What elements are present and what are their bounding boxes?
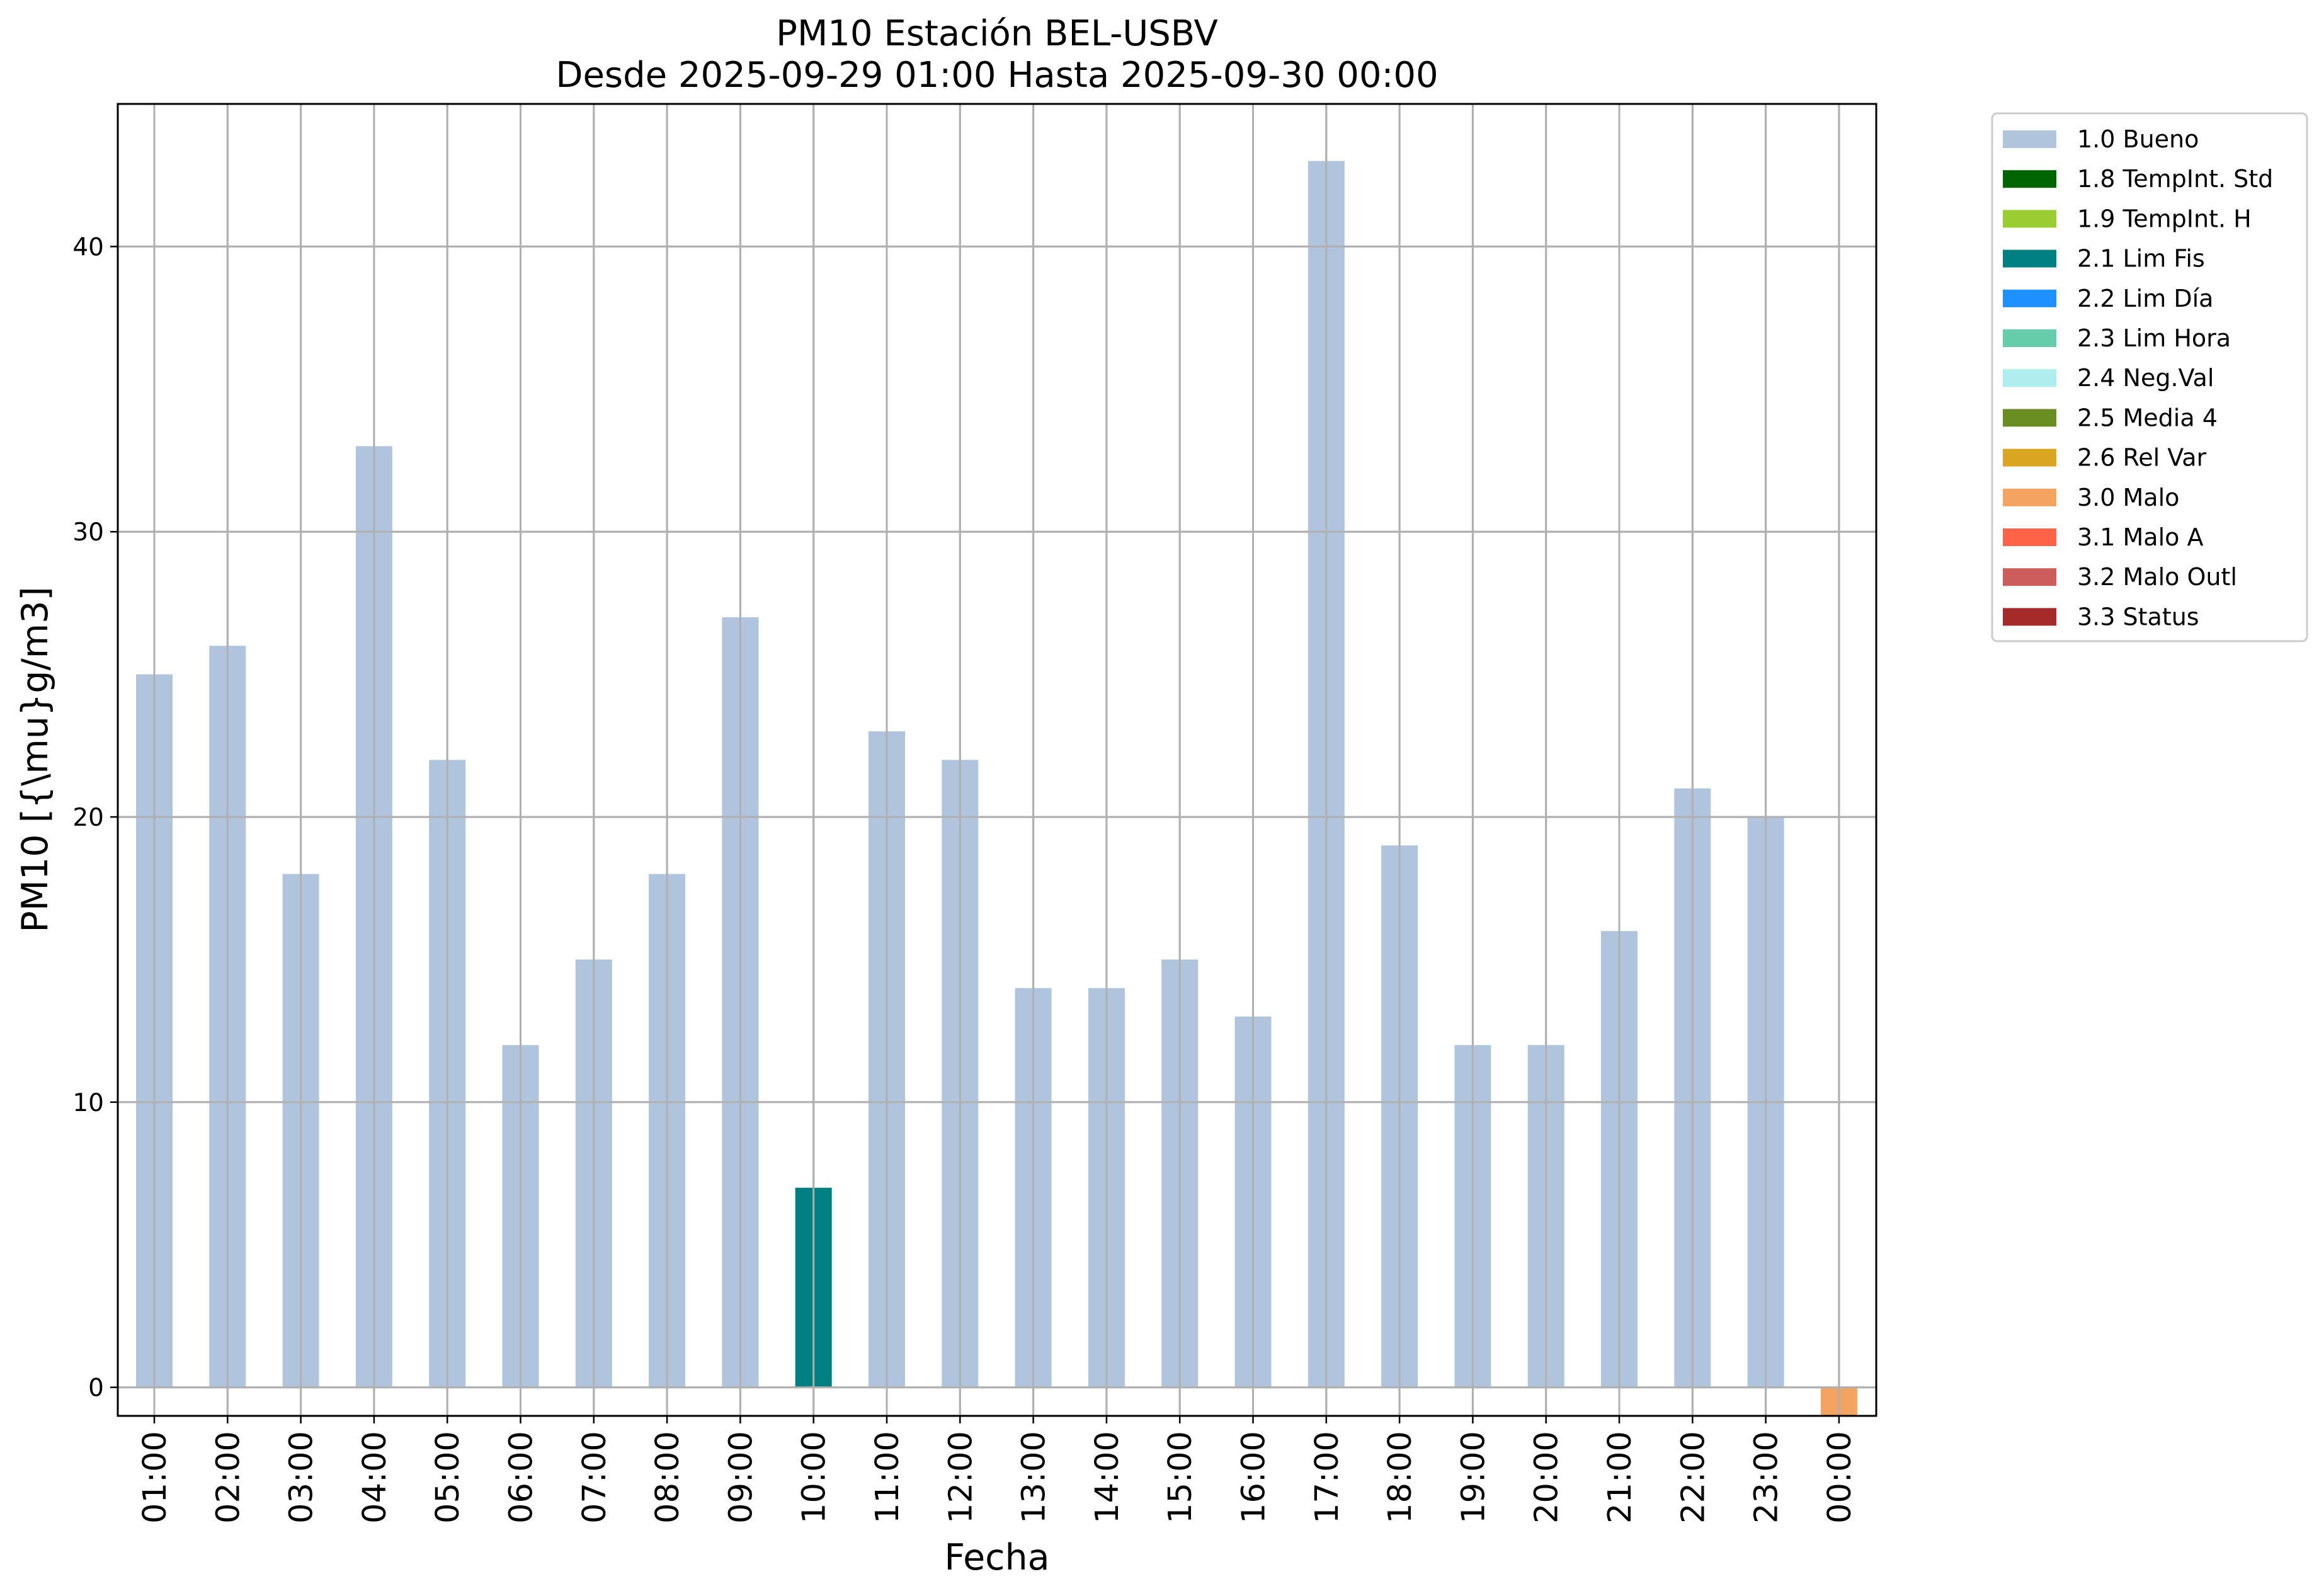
x-tick-label: 05:00 — [430, 1431, 467, 1524]
legend-label: 2.5 Media 4 — [2077, 404, 2218, 431]
y-tick-label: 30 — [72, 518, 104, 547]
x-tick-label: 17:00 — [1309, 1431, 1346, 1524]
x-tick-label: 06:00 — [503, 1431, 540, 1524]
x-tick-label: 09:00 — [722, 1431, 760, 1524]
legend-swatch — [2003, 448, 2056, 467]
legend-label: 1.9 TempInt. H — [2077, 205, 2252, 232]
x-tick-label: 22:00 — [1675, 1431, 1712, 1524]
legend-swatch — [2003, 369, 2056, 387]
legend-swatch — [2003, 528, 2056, 546]
x-tick-label: 11:00 — [869, 1431, 906, 1524]
legend-swatch — [2003, 170, 2056, 188]
legend-label: 2.4 Neg.Val — [2077, 364, 2214, 392]
legend-label: 3.3 Status — [2077, 603, 2199, 630]
x-tick-label: 15:00 — [1162, 1431, 1199, 1524]
x-tick-label: 23:00 — [1748, 1431, 1786, 1524]
x-tick-label: 04:00 — [356, 1431, 394, 1524]
y-tick-label: 40 — [72, 233, 104, 261]
legend-swatch — [2003, 210, 2056, 228]
x-tick-label: 02:00 — [210, 1431, 247, 1524]
x-axis-label: Fecha — [944, 1537, 1049, 1578]
y-axis-label: PM10 [{\mu}g/m3] — [14, 586, 56, 932]
x-tick-label: 13:00 — [1016, 1431, 1053, 1524]
y-tick-label: 0 — [88, 1374, 104, 1403]
legend-label: 2.3 Lim Hora — [2077, 324, 2231, 352]
x-tick-label: 01:00 — [137, 1431, 174, 1524]
x-tick-label: 07:00 — [576, 1431, 613, 1524]
x-tick-label: 10:00 — [796, 1431, 833, 1524]
legend-swatch — [2003, 329, 2056, 347]
chart-title-line-1: PM10 Estación BEL-USBV — [776, 13, 1218, 54]
chart-title-line-2: Desde 2025-09-29 01:00 Hasta 2025-09-30 … — [556, 55, 1438, 96]
legend-label: 2.1 Lim Fis — [2077, 245, 2205, 273]
legend-label: 2.6 Rel Var — [2077, 444, 2207, 472]
x-tick-label: 12:00 — [942, 1431, 979, 1524]
x-tick-label: 21:00 — [1602, 1431, 1639, 1524]
axis-ticks: 01:00 02:00 03:00 04:00 05:00 06:00 07:00 08:00… — [72, 233, 1859, 1524]
bars — [118, 104, 1876, 1416]
legend-label: 2.2 Lim Día — [2077, 285, 2213, 312]
x-tick-label: 19:00 — [1455, 1431, 1492, 1524]
x-tick-label: 18:00 — [1382, 1431, 1419, 1524]
x-tick-label: 03:00 — [283, 1431, 321, 1524]
legend-swatch — [2003, 608, 2056, 626]
legend: 1.0 Bueno 1.8 TempInt. Std 1.9 TempInt. H 2… — [1991, 112, 2308, 642]
x-tick-label: 14:00 — [1089, 1431, 1126, 1524]
x-tick-label: 08:00 — [649, 1431, 687, 1524]
legend-label: 3.0 Malo — [2077, 484, 2179, 511]
legend-label: 3.2 Malo Outl — [2077, 563, 2237, 591]
legend-swatch — [2003, 409, 2056, 427]
legend-label: 1.0 Bueno — [2077, 125, 2199, 153]
legend-swatch — [2003, 130, 2056, 148]
legend-swatch — [2003, 568, 2056, 586]
legend-label: 3.1 Malo A — [2077, 523, 2203, 551]
legend-swatch — [2003, 249, 2056, 268]
y-tick-label: 10 — [72, 1089, 104, 1117]
x-tick-label: 16:00 — [1236, 1431, 1273, 1524]
legend-frame — [1991, 112, 2308, 642]
legend-swatch — [2003, 488, 2056, 506]
legend-swatch — [2003, 289, 2056, 307]
x-tick-label: 00:00 — [1821, 1431, 1859, 1524]
plot-frame — [117, 103, 1877, 1417]
x-tick-label: 20:00 — [1529, 1431, 1566, 1524]
legend-label: 1.8 TempInt. Std — [2077, 165, 2273, 193]
y-tick-label: 20 — [72, 804, 104, 832]
